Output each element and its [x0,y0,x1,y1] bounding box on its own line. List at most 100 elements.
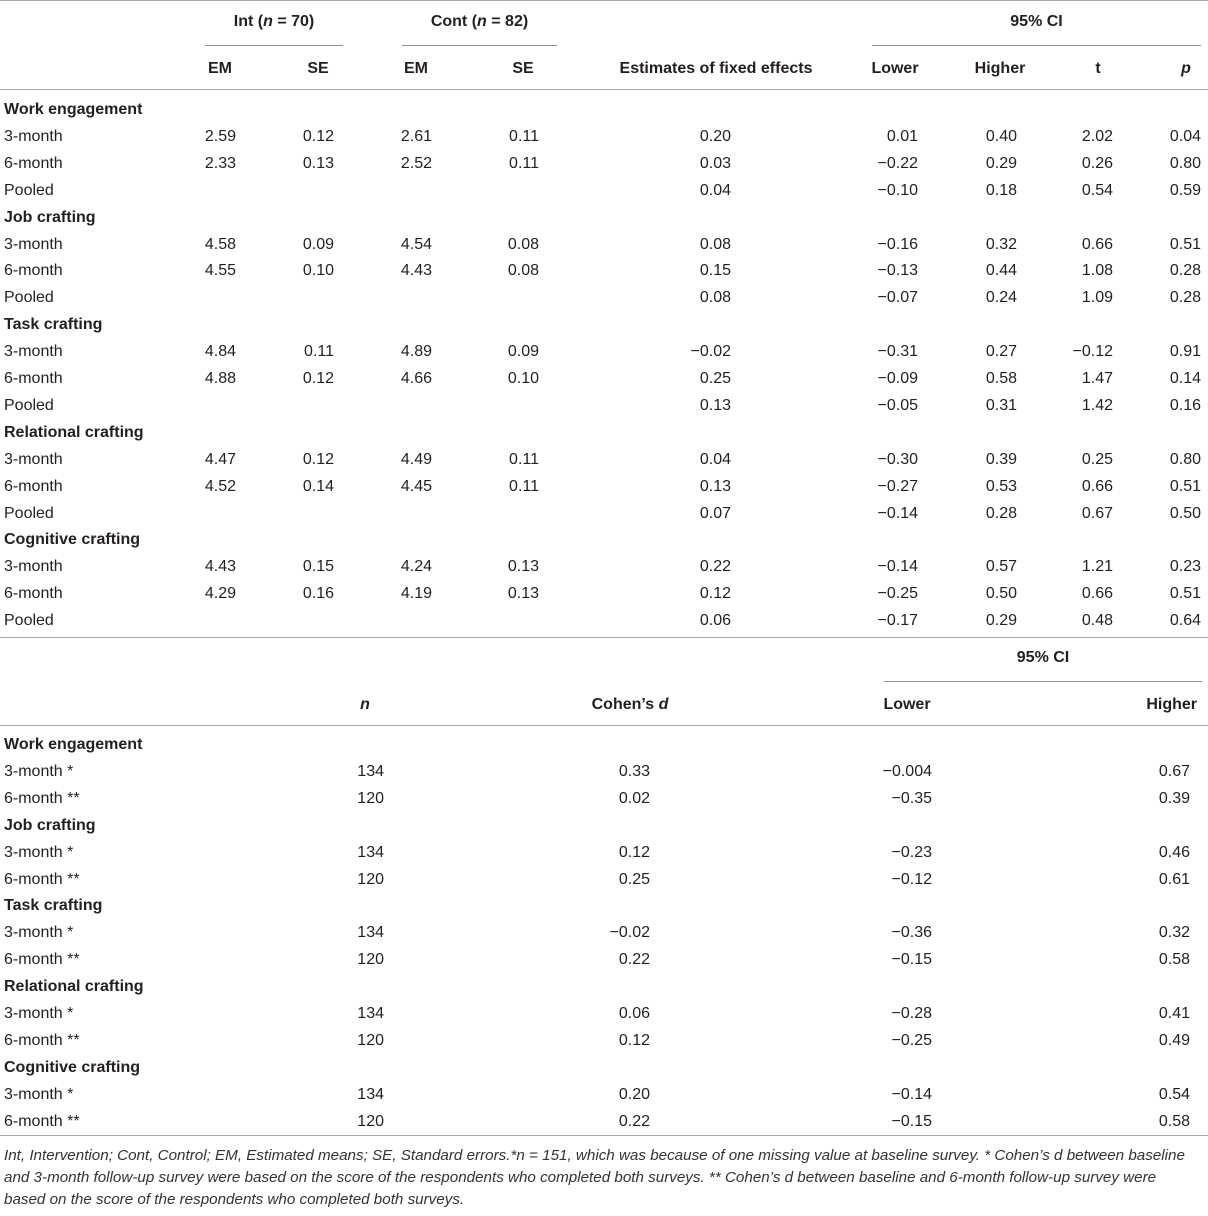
fixed-effect: 0.04 [699,181,731,199]
n-value: 120 [357,789,384,807]
table-row: 6-month ** 120 0.22 −0.15 0.58 [0,946,1208,973]
table-footnote: Int, Intervention; Cont, Control; EM, Es… [4,1147,1185,1208]
table-row: 3-month * 134 0.12 −0.23 0.46 [0,839,1208,866]
row-label: 6-month ** [4,1112,80,1130]
col-cohens-d: Cohen’s d [591,696,669,713]
fixed-effect: 0.13 [699,477,731,495]
ci-higher: 0.31 [985,396,1017,414]
em-int: 2.59 [204,127,236,145]
em-cont: 4.54 [400,235,432,253]
row-label: 6-month [4,262,63,280]
col-lower2: Lower [883,696,931,713]
row-label: Pooled [4,181,54,199]
row-label: 3-month [4,235,63,253]
table-row: 3-month 4.58 0.09 4.54 0.08 0.08 −0.16 0.32 0.66… [0,231,1208,258]
cont-group-header: Cont (n = 82) [430,13,529,30]
ci-lower: −0.36 [891,924,932,942]
fixed-effect: 0.20 [699,127,731,145]
se-int [244,177,334,204]
n-value: 120 [357,870,384,888]
col-lower: Lower [871,60,919,77]
em-cont: 4.24 [400,558,432,576]
ci-lower: −0.14 [877,504,918,522]
se-int: 0.09 [302,235,334,253]
row-label: 3-month * [4,1085,74,1103]
ci-lower: −0.17 [877,612,918,630]
ci-lower: −0.09 [877,370,918,387]
table-row: 6-month 2.33 0.13 2.52 0.11 0.03 −0.22 0.29 0.26… [0,150,1208,177]
p-value: 0.59 [1169,181,1201,199]
em-cont [342,607,432,634]
se-cont: 0.09 [507,343,539,361]
ci-higher: 0.58 [1158,1112,1190,1130]
t-value: 0.25 [1081,450,1113,468]
row-label: 3-month * [4,762,74,780]
se-int: 0.13 [302,154,334,172]
col-em-cont: EM [404,60,428,77]
p-value: 0.50 [1169,504,1201,522]
cohens-d-value: 0.22 [618,1112,650,1130]
ci-higher: 0.67 [1158,762,1190,780]
em-cont [342,177,432,204]
ci-higher: 0.40 [985,127,1017,145]
se-cont: 0.11 [509,477,539,495]
ci-higher: 0.29 [985,154,1017,172]
se-cont [449,607,539,634]
group-heading: Job crafting [4,208,96,226]
se-cont: 0.11 [509,450,539,468]
em-int: 4.58 [204,235,236,253]
ci-lower: −0.07 [877,289,918,307]
table1-header-rule [0,89,1208,90]
ci-lower: −0.25 [891,1031,932,1049]
ci-higher: 0.32 [985,235,1017,253]
row-label: 3-month [4,127,63,145]
em-cont: 2.52 [400,154,432,172]
row-label: Pooled [4,289,54,307]
se-cont [449,392,539,419]
col-t: t [1095,60,1101,77]
em-int: 4.47 [204,450,236,468]
col-se-int: SE [307,60,329,77]
ci-lower: −0.25 [877,585,918,603]
em-int: 4.84 [204,343,236,361]
int-group-header: Int (n = 70) [233,13,315,30]
se-cont: 0.13 [507,558,539,576]
cohens-d-value: 0.22 [618,951,650,969]
t-value: 0.66 [1081,235,1113,253]
row-label: Pooled [4,612,54,630]
em-int: 4.88 [204,370,236,387]
ci-lower: −0.15 [891,951,932,969]
cohens-d-value: 0.12 [618,1031,650,1049]
ci-lower: −0.31 [877,343,918,361]
row-label: 6-month [4,477,63,495]
ci-lower: −0.14 [877,558,918,576]
fixed-effect: 0.13 [699,396,731,414]
ci-higher: 0.18 [985,181,1017,199]
p-value: 0.23 [1169,558,1201,576]
row-label: 6-month ** [4,951,80,969]
table-row: 6-month 4.88 0.12 4.66 0.10 0.25 −0.09 0.58 1.47… [0,365,1208,392]
se-int: 0.11 [304,343,334,361]
table-row: 3-month * 134 0.20 −0.14 0.54 [0,1081,1208,1108]
ci-lower: −0.14 [891,1085,932,1103]
table-row: Pooled 0.06 −0.17 0.29 0.48 0.64 [0,607,1208,634]
row-label: 6-month ** [4,789,80,807]
ci-lower: −0.10 [877,181,918,199]
fixed-effect: 0.06 [699,612,731,630]
table-row: 6-month ** 120 0.02 −0.35 0.39 [0,785,1208,812]
row-label: 3-month * [4,924,74,942]
se-cont: 0.13 [507,585,539,603]
table-row: 6-month 4.29 0.16 4.19 0.13 0.12 −0.25 0.50 0.66… [0,580,1208,607]
table-row: 3-month 4.43 0.15 4.24 0.13 0.22 −0.14 0.57 1.21… [0,553,1208,580]
ci-higher: 0.50 [985,585,1017,603]
se-int: 0.16 [302,585,334,603]
group-heading: Task crafting [4,897,103,915]
ci-higher: 0.54 [1158,1085,1190,1103]
ci-lower: −0.28 [891,1005,932,1022]
ci-group-header: 95% CI [1010,13,1063,30]
t-value: 0.26 [1081,154,1113,172]
em-int [146,284,236,311]
em-cont: 4.49 [400,450,432,468]
ci-higher: 0.58 [1158,951,1190,969]
ci-lower: −0.23 [891,843,932,861]
